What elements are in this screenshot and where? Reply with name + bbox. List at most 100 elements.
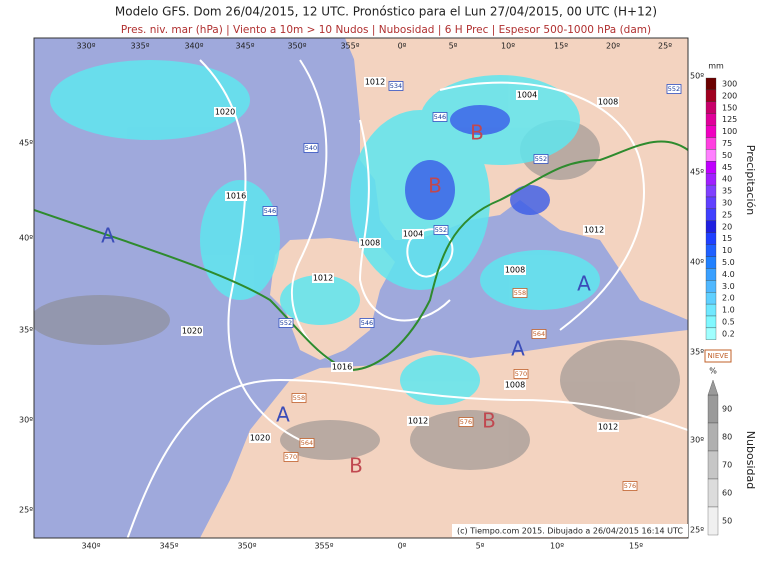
thickness-label: 576 bbox=[624, 482, 636, 490]
cloud-level: 80 bbox=[722, 433, 732, 442]
cloud-swatch bbox=[707, 506, 719, 536]
precip-level: 200 bbox=[722, 91, 737, 100]
map-frame bbox=[33, 37, 689, 539]
map-labels: 1012 1004 1008 1020 1016 1008 1004 1012 1008 1012… bbox=[101, 77, 682, 491]
cloud-swatch bbox=[707, 394, 719, 424]
credit: (c) Tiempo.com 2015. Dibujado a 26/04/20… bbox=[457, 527, 683, 536]
thickness-label: 564 bbox=[533, 330, 545, 338]
isobar-label-bg bbox=[516, 90, 538, 100]
precip-level: 35 bbox=[722, 187, 732, 196]
precip-swatch bbox=[705, 303, 717, 317]
lon-label-bottom: 350º bbox=[237, 542, 256, 551]
thickness-label: 552 bbox=[668, 85, 680, 93]
thickness-label: 552 bbox=[280, 319, 292, 327]
thickness-label-bg bbox=[458, 417, 474, 427]
precip-level: 100 bbox=[722, 127, 737, 136]
lon-label-bottom: 340º bbox=[81, 542, 100, 551]
precip-swatch bbox=[705, 113, 717, 126]
thickness-label: 558 bbox=[514, 289, 526, 297]
precip-swatch bbox=[705, 161, 717, 174]
isobar-label: 1008 bbox=[360, 239, 380, 248]
thickness-label: 534 bbox=[390, 82, 402, 90]
isobar-label: 1012 bbox=[598, 423, 618, 432]
pressure-center: B bbox=[470, 121, 484, 145]
isobar-label-bg bbox=[331, 362, 353, 372]
precip-swatch bbox=[705, 292, 717, 305]
thickness-label-bg bbox=[666, 84, 682, 94]
lon-label-top: 345º bbox=[235, 42, 254, 51]
precip-swatch bbox=[705, 327, 717, 340]
lon-label-top: 0º bbox=[398, 42, 407, 51]
lon-label-top: 15º bbox=[554, 42, 568, 51]
cloud-unit: % bbox=[709, 367, 717, 376]
precipitation bbox=[50, 60, 600, 405]
cloud-swatch bbox=[707, 422, 719, 452]
thickness-label: 546 bbox=[264, 207, 276, 215]
thickness-label-bg bbox=[299, 438, 315, 448]
lon-label-top: 350º bbox=[287, 42, 306, 51]
precip-unit: mm bbox=[708, 62, 724, 71]
precip-swatch bbox=[705, 232, 717, 245]
precip-level: 3.0 bbox=[722, 282, 735, 291]
isobar-label-bg bbox=[402, 229, 424, 239]
cloud-level: 90 bbox=[722, 405, 732, 414]
pressure-center: B bbox=[482, 409, 496, 433]
lon-label-top: 330º bbox=[76, 42, 95, 51]
precip-swatch bbox=[705, 149, 717, 162]
isobar-label: 1020 bbox=[182, 327, 202, 336]
precip-swatch bbox=[705, 208, 717, 221]
thickness-label: 546 bbox=[434, 113, 446, 121]
thickness-label: 564 bbox=[301, 439, 313, 447]
isobar-label: 1012 bbox=[313, 274, 333, 283]
thickness-label: 552 bbox=[535, 155, 547, 163]
precip-swatch bbox=[705, 89, 717, 102]
lon-label-top: 5º bbox=[449, 42, 458, 51]
precip-level: 75 bbox=[722, 139, 732, 148]
thickness-label: 558 bbox=[293, 394, 305, 402]
lat-label-left: 40º bbox=[19, 234, 33, 243]
precip-level: 125 bbox=[722, 115, 737, 124]
isobar-label: 1012 bbox=[365, 78, 385, 87]
credit-bg bbox=[452, 524, 688, 537]
isobar-label: 1004 bbox=[517, 91, 537, 100]
lon-label-bottom: 0º bbox=[398, 542, 407, 551]
heavy-precipitation bbox=[405, 105, 550, 220]
precip-swatch bbox=[705, 220, 717, 233]
isobar-label: 1020 bbox=[215, 108, 235, 117]
precip-level: 30 bbox=[722, 198, 732, 207]
precip-swatch bbox=[705, 101, 717, 114]
precip-level: 0.2 bbox=[722, 329, 735, 338]
precip-level: 150 bbox=[722, 103, 737, 112]
subtitle: Pres. niv. mar (hPa) | Viento a 10m > 10… bbox=[121, 24, 651, 36]
thickness-label-bg bbox=[291, 393, 307, 403]
thickness-label-bg bbox=[278, 318, 294, 328]
isobar-label: 1012 bbox=[584, 226, 604, 235]
isobar-label-bg bbox=[359, 238, 381, 248]
precip-swatch bbox=[705, 315, 717, 329]
cloud-swatch bbox=[707, 450, 719, 480]
thickness-label-bg bbox=[262, 206, 278, 216]
lat-label-left: 35º bbox=[19, 326, 33, 335]
lat-label-right: 40º bbox=[690, 258, 704, 267]
pressure-center: B bbox=[349, 454, 363, 478]
cloud-arrow bbox=[707, 379, 719, 396]
isobar-label: 1008 bbox=[505, 266, 525, 275]
thickness-label-bg bbox=[622, 481, 638, 491]
isobar-label: 1008 bbox=[598, 98, 618, 107]
precip-swatch bbox=[705, 137, 717, 150]
precip-level: 25 bbox=[722, 210, 732, 219]
isobar-label: 1004 bbox=[403, 230, 423, 239]
isobar-label-bg bbox=[181, 326, 203, 336]
isobar-label-bg bbox=[504, 265, 526, 275]
lat-label-right: 35º bbox=[690, 348, 704, 357]
isobar-label: 1008 bbox=[505, 381, 525, 390]
title: Modelo GFS. Dom 26/04/2015, 12 UTC. Pron… bbox=[115, 5, 657, 19]
thickness-label-bg bbox=[388, 81, 404, 91]
isobar-label-bg bbox=[583, 225, 605, 235]
isobar-label-bg bbox=[214, 107, 236, 117]
lon-label-top: 340º bbox=[184, 42, 203, 51]
cloud-title: Nubosidad bbox=[744, 431, 757, 489]
thickness-label: 576 bbox=[460, 418, 472, 426]
pressure-center: A bbox=[511, 337, 525, 361]
snow-line bbox=[34, 140, 688, 372]
